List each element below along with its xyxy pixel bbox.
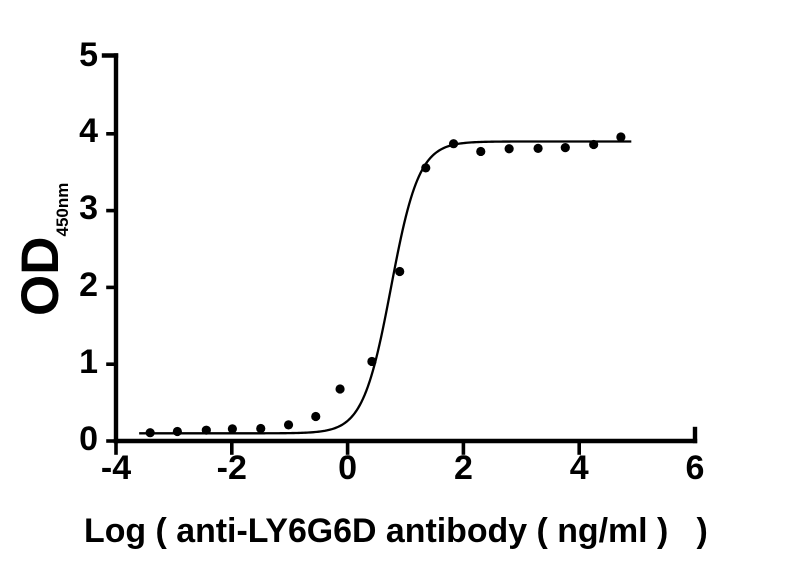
svg-text:5: 5 — [79, 36, 98, 74]
svg-text:-2: -2 — [217, 449, 247, 487]
svg-text:2: 2 — [79, 266, 98, 304]
svg-text:0: 0 — [79, 420, 98, 458]
svg-text:2: 2 — [454, 449, 473, 487]
svg-text:Log ( anti-LY6G6D antibody ( n: Log ( anti-LY6G6D antibody ( ng/ml ) ) — [84, 512, 708, 550]
svg-text:4: 4 — [79, 112, 98, 150]
svg-text:-4: -4 — [101, 449, 131, 487]
svg-text:OD450nm: OD450nm — [11, 183, 72, 316]
svg-text:1: 1 — [79, 343, 98, 381]
svg-text:3: 3 — [79, 189, 98, 227]
svg-text:4: 4 — [570, 449, 589, 487]
svg-text:0: 0 — [338, 449, 357, 487]
svg-text:6: 6 — [686, 449, 705, 487]
